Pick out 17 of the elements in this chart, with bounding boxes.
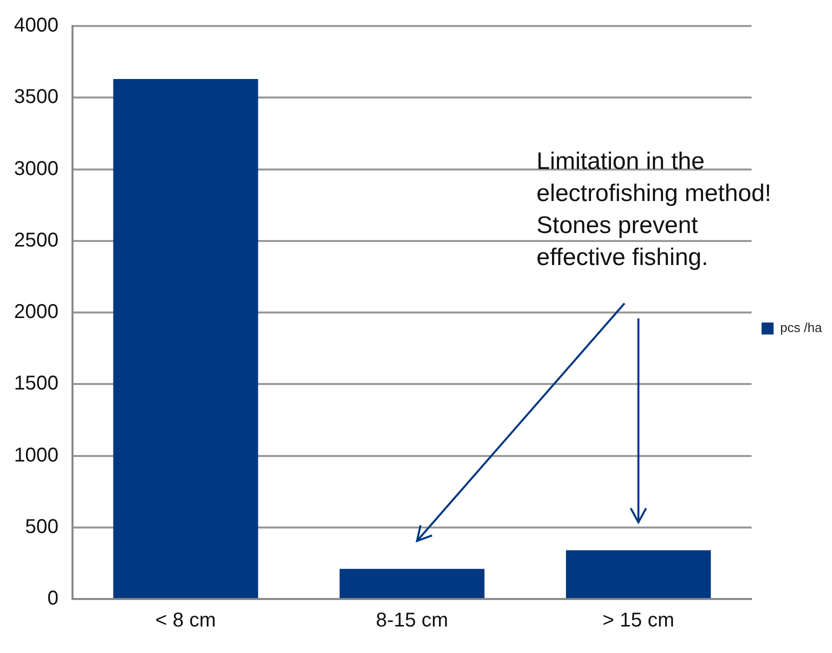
x-tick-label: < 8 cm [155,610,216,632]
y-tick-label: 3000 [14,158,58,180]
bar [340,568,484,598]
y-tick-label: 1500 [14,372,58,395]
annotation: Limitation in the electrofishing method! Stones prevent effective fishing. [536,147,772,274]
y-tick-label: 4000 [14,14,58,37]
y-tick-label: 1000 [14,444,58,466]
y-tick-label: 500 [25,516,58,538]
legend-label: pcs /ha [780,320,823,336]
x-tick-label: > 15 cm [602,610,674,632]
y-tick-label: 0 [47,588,58,610]
bar [113,79,258,598]
y-tick-label: 3500 [14,86,58,108]
y-tick-label: 2500 [14,229,58,252]
bar [566,550,711,598]
y-tick-label: 2000 [14,301,58,324]
x-tick-label: 8-15 cm [376,610,448,632]
